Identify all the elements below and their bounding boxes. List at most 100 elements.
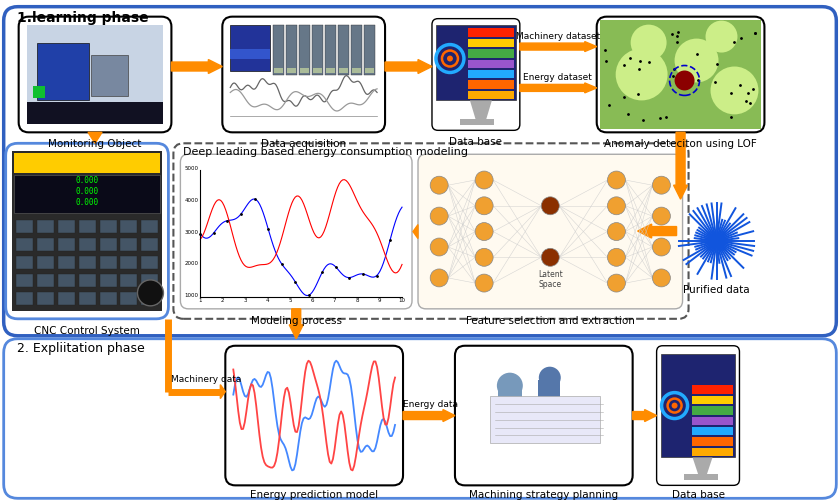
Circle shape xyxy=(430,238,449,256)
Polygon shape xyxy=(230,25,270,71)
Polygon shape xyxy=(468,70,514,79)
Polygon shape xyxy=(413,225,418,238)
Polygon shape xyxy=(27,25,164,104)
Polygon shape xyxy=(468,91,514,99)
Polygon shape xyxy=(141,292,159,305)
Text: 5: 5 xyxy=(288,298,291,303)
Polygon shape xyxy=(16,256,33,269)
Polygon shape xyxy=(691,396,733,404)
Polygon shape xyxy=(339,68,348,74)
Circle shape xyxy=(675,71,695,90)
Polygon shape xyxy=(691,416,733,425)
Polygon shape xyxy=(79,220,96,233)
Polygon shape xyxy=(120,238,138,251)
Polygon shape xyxy=(674,133,688,199)
FancyBboxPatch shape xyxy=(657,346,739,485)
Circle shape xyxy=(541,248,559,266)
FancyBboxPatch shape xyxy=(432,19,520,131)
Polygon shape xyxy=(141,220,159,233)
Polygon shape xyxy=(37,256,54,269)
Text: 4000: 4000 xyxy=(184,198,198,203)
Circle shape xyxy=(711,67,759,114)
Circle shape xyxy=(430,207,449,225)
Polygon shape xyxy=(120,220,138,233)
Polygon shape xyxy=(460,119,494,125)
Polygon shape xyxy=(352,68,361,74)
Circle shape xyxy=(607,171,626,189)
Circle shape xyxy=(447,55,453,61)
Polygon shape xyxy=(325,25,336,76)
Polygon shape xyxy=(468,59,514,68)
Polygon shape xyxy=(88,133,102,143)
Text: Feature selection and extraction: Feature selection and extraction xyxy=(466,316,635,326)
Polygon shape xyxy=(120,274,138,287)
Polygon shape xyxy=(99,292,117,305)
Text: 0.000: 0.000 xyxy=(76,176,98,185)
Polygon shape xyxy=(286,25,297,76)
Polygon shape xyxy=(300,68,309,74)
Polygon shape xyxy=(141,256,159,269)
Polygon shape xyxy=(638,224,676,238)
Text: Latent
Space: Latent Space xyxy=(538,270,563,289)
Text: Machinery data: Machinery data xyxy=(171,374,242,384)
Text: Modeling process: Modeling process xyxy=(250,316,342,326)
Polygon shape xyxy=(468,49,514,57)
Text: 0.000: 0.000 xyxy=(76,187,98,196)
Polygon shape xyxy=(299,25,310,76)
Polygon shape xyxy=(468,81,514,89)
Text: Data acquisition: Data acquisition xyxy=(261,139,346,149)
Circle shape xyxy=(475,274,493,292)
Polygon shape xyxy=(287,68,297,74)
Polygon shape xyxy=(273,25,284,76)
Circle shape xyxy=(475,223,493,240)
Circle shape xyxy=(497,372,522,399)
Text: Data base: Data base xyxy=(671,490,725,500)
Circle shape xyxy=(475,171,493,189)
Circle shape xyxy=(475,248,493,266)
Circle shape xyxy=(430,176,449,194)
Circle shape xyxy=(653,207,670,225)
Text: 1.learning phase: 1.learning phase xyxy=(17,11,149,25)
Circle shape xyxy=(616,48,668,100)
Polygon shape xyxy=(691,448,733,457)
Polygon shape xyxy=(79,274,96,287)
Text: Deep leading based energy consumption modeling: Deep leading based energy consumption mo… xyxy=(183,147,469,157)
Polygon shape xyxy=(364,25,375,76)
Polygon shape xyxy=(37,274,54,287)
Text: Energy prediction model: Energy prediction model xyxy=(250,490,378,500)
Text: 3000: 3000 xyxy=(184,229,198,234)
Polygon shape xyxy=(37,220,54,233)
Polygon shape xyxy=(468,28,514,37)
Circle shape xyxy=(541,197,559,215)
Polygon shape xyxy=(633,410,657,421)
Text: Energy data: Energy data xyxy=(403,400,459,409)
Circle shape xyxy=(675,39,718,83)
Polygon shape xyxy=(33,87,45,98)
Text: Machinery dataset: Machinery dataset xyxy=(516,32,600,41)
Polygon shape xyxy=(99,256,117,269)
Circle shape xyxy=(706,21,738,52)
Polygon shape xyxy=(312,25,323,76)
Circle shape xyxy=(653,238,670,256)
Text: 5000: 5000 xyxy=(184,166,198,171)
Polygon shape xyxy=(79,256,96,269)
Polygon shape xyxy=(37,292,54,305)
Polygon shape xyxy=(79,292,96,305)
Polygon shape xyxy=(58,256,75,269)
Polygon shape xyxy=(12,151,162,311)
Polygon shape xyxy=(58,238,75,251)
Text: Machining strategy planning: Machining strategy planning xyxy=(470,490,618,500)
Polygon shape xyxy=(141,238,159,251)
FancyBboxPatch shape xyxy=(596,17,764,133)
Text: 0.000: 0.000 xyxy=(76,198,98,207)
Polygon shape xyxy=(58,220,75,233)
Text: 10: 10 xyxy=(398,298,406,303)
Polygon shape xyxy=(171,59,223,74)
Polygon shape xyxy=(274,68,283,74)
Polygon shape xyxy=(16,274,33,287)
Text: 2: 2 xyxy=(221,298,224,303)
FancyBboxPatch shape xyxy=(455,346,633,485)
Circle shape xyxy=(138,280,164,306)
Polygon shape xyxy=(58,292,75,305)
Polygon shape xyxy=(120,292,138,305)
